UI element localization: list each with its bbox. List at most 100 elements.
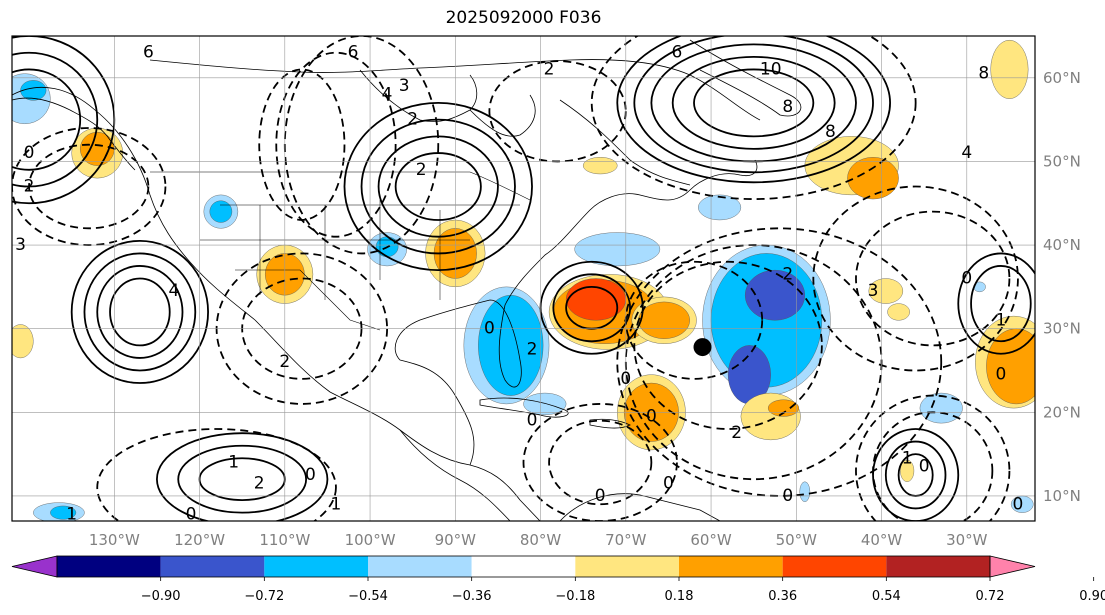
anomaly-patch: [847, 157, 899, 200]
contour-label: 0: [663, 473, 674, 493]
contour-label: 8: [978, 64, 989, 84]
coastline-south-america: [559, 493, 721, 521]
anomaly-patch: [767, 399, 800, 417]
coastlines: [12, 39, 802, 521]
colorbar-tick-label: −0.90: [141, 589, 181, 604]
contour-label: 1: [995, 310, 1006, 330]
contour-label: 0: [484, 319, 495, 339]
colorbar-frame: [56, 555, 991, 578]
negative-contour: [488, 60, 627, 163]
colorbar-segment: [57, 556, 161, 577]
positive-contour: [633, 36, 874, 174]
positive-contour: [83, 252, 197, 372]
colorbar-tick-label: 0.36: [768, 589, 797, 604]
contour-label: 2: [544, 59, 555, 79]
coastline-gulf-atlantic: [394, 159, 758, 466]
colorbar-segment: [471, 556, 576, 577]
coastline-greenland: [689, 39, 802, 117]
lon-tick-label: 30°W: [946, 531, 988, 549]
lat-tick-label: 60°N: [1043, 69, 1081, 87]
gridlines: [12, 36, 1035, 521]
positive-contour: [394, 152, 482, 221]
lon-tick-label: 50°W: [776, 531, 818, 549]
colorbar-segment: [886, 556, 990, 577]
lon-tick-label: 130°W: [89, 531, 140, 549]
coastline-labrador: [559, 99, 691, 186]
border-states: [200, 200, 520, 300]
positive-contour: [616, 36, 891, 184]
contour-label: 1: [902, 448, 913, 468]
anomaly-patch: [868, 278, 904, 304]
anomaly-patch: [20, 80, 47, 101]
lat-tick-label: 10°N: [1043, 487, 1081, 505]
border-usa-mexico: [235, 269, 381, 331]
contour-label: 2: [527, 340, 538, 360]
anomaly-patch: [698, 194, 742, 221]
positive-contour: [70, 239, 209, 384]
lon-tick-label: 40°W: [861, 531, 903, 549]
contour-label: 0: [995, 365, 1006, 385]
storm-center-marker: [693, 338, 712, 357]
lon-tick-label: 80°W: [520, 531, 562, 549]
lat-tick-label: 30°N: [1043, 320, 1081, 338]
negative-contour: [96, 428, 337, 521]
coastline-north-america: [12, 87, 541, 521]
lon-tick-label: 120°W: [174, 531, 225, 549]
contour-label: 4: [382, 85, 393, 105]
anomaly-patch: [919, 392, 963, 424]
colorbar-tick-label: 0.54: [872, 589, 901, 604]
contour-label: 3: [399, 76, 410, 96]
positive-contour: [360, 118, 516, 255]
contour-label: 0: [919, 457, 930, 477]
coastline-hispaniola: [589, 418, 631, 429]
negative-contour: [812, 185, 1019, 372]
latitude-axis: 60°N 50°N 40°N 30°N 20°N 10°N: [1043, 69, 1081, 505]
contour-label: 0: [1013, 494, 1024, 514]
contour-label: 2: [782, 264, 793, 284]
contour-label: 6: [143, 43, 154, 63]
colorbar-segment: [575, 556, 679, 577]
contour-label: 0: [782, 486, 793, 506]
anomaly-patch: [50, 505, 77, 520]
lat-tick-label: 50°N: [1043, 152, 1081, 170]
colorbar-tick-label: −0.18: [555, 589, 595, 604]
contour-label: 2: [407, 110, 418, 130]
anomaly-patch: [887, 303, 910, 321]
contour-label: 4: [961, 143, 972, 163]
colorbar-tick-label: −0.72: [244, 589, 284, 604]
negative-contour: [855, 394, 1011, 521]
positive-contour: [343, 101, 533, 272]
anomaly-patch: [799, 481, 811, 502]
height-contours: [12, 36, 1035, 521]
contour-label: 1: [228, 452, 239, 472]
lat-tick-label: 40°N: [1043, 236, 1081, 254]
contour-label: 8: [825, 122, 836, 142]
colorbar-segment: [782, 556, 887, 577]
colorbar-tick-label: 0.18: [665, 589, 694, 604]
coastline-central-america: [399, 429, 511, 521]
contour-label: 2: [416, 160, 427, 180]
anomaly-patch: [638, 301, 690, 339]
contour-label: 0: [186, 504, 197, 524]
positive-contour: [957, 252, 1035, 355]
positive-contour: [552, 273, 631, 343]
colorbar-segment: [679, 556, 783, 577]
contour-label: 2: [731, 423, 742, 443]
anomaly-patch: [744, 269, 806, 321]
colorbar-extend-low: [11, 555, 58, 578]
negative-contour: [590, 36, 917, 200]
anomaly-patch: [990, 39, 1029, 99]
negative-contour: [275, 51, 397, 238]
colorbar-segment: [160, 556, 265, 577]
contour-label: 6: [672, 43, 683, 63]
negative-contour: [28, 143, 150, 230]
colorbar-tick-label: −0.54: [348, 589, 388, 604]
anomaly-patch: [209, 200, 233, 223]
anomaly-patch: [740, 392, 801, 441]
contour-label: 8: [782, 97, 793, 117]
positive-contour: [109, 277, 171, 347]
positive-contour: [693, 68, 815, 138]
lon-tick-label: 100°W: [345, 531, 396, 549]
negative-contour: [258, 68, 346, 221]
